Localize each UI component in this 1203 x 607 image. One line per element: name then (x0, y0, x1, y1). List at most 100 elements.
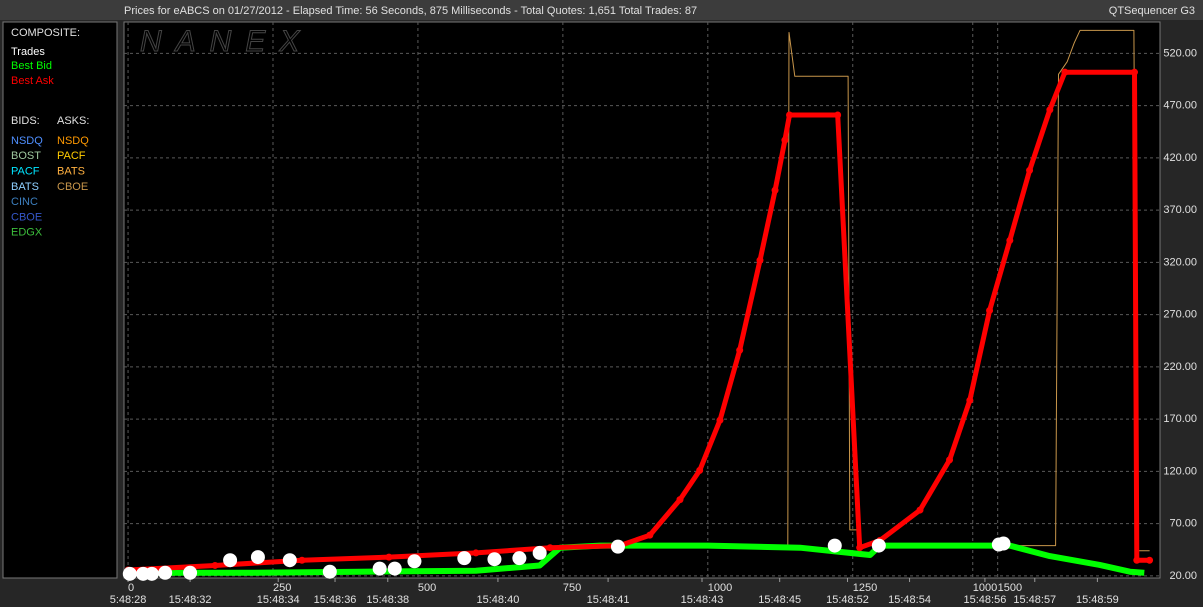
trade-point (827, 538, 842, 553)
trade-point (183, 565, 198, 580)
trade-point (996, 536, 1011, 551)
time-tick-label: 15:48:36 (314, 594, 357, 606)
x-tick-label: 500 (418, 582, 436, 594)
trade-point (387, 561, 402, 576)
y-tick-label: 520.00 (1163, 47, 1197, 59)
legend-entry: Trades (11, 46, 45, 58)
legend-entry: Best Ask (11, 75, 54, 87)
time-tick-label: 15:48:41 (587, 594, 630, 606)
ask-marker (1006, 236, 1014, 244)
price-line (128, 542, 1145, 576)
time-tick-label: 15:48:34 (257, 594, 300, 606)
trade-point (122, 566, 137, 581)
trade-point (144, 566, 159, 581)
ask-marker (211, 561, 219, 569)
ask-marker (1146, 556, 1154, 564)
time-tick-label: 15:48:32 (169, 594, 212, 606)
trade-point (610, 539, 625, 554)
legend-entry: PACF (11, 166, 40, 178)
ask-marker (856, 544, 864, 552)
ask-marker (966, 396, 974, 404)
trade-point (158, 565, 173, 580)
ask-marker (946, 456, 954, 464)
trade-point (282, 553, 297, 568)
plot-area (123, 21, 1161, 579)
ask-marker (298, 556, 306, 564)
legend-entry: Best Bid (11, 60, 52, 72)
legend-entry: NSDQ (11, 135, 43, 147)
y-tick-label: 120.00 (1163, 465, 1197, 477)
time-tick-label: 15:48:57 (1013, 594, 1056, 606)
trade-point (457, 551, 472, 566)
x-tick-label: 250 (273, 582, 291, 594)
ask-marker (1061, 68, 1069, 76)
x-tick-label: 1500 (998, 582, 1022, 594)
x-tick-label: 1000 (973, 582, 997, 594)
ask-marker (472, 549, 480, 557)
ask-marker (676, 496, 684, 504)
y-tick-label: 270.00 (1163, 309, 1197, 321)
ask-marker (781, 136, 789, 144)
legend-entry: PACF (57, 150, 86, 162)
y-tick-label: 170.00 (1163, 413, 1197, 425)
legend-entry: EDGX (11, 227, 43, 239)
legend-entry: CBOE (57, 181, 88, 193)
trade-point (250, 550, 265, 565)
ask-marker (986, 306, 994, 314)
legend-title: BIDS: (11, 115, 40, 127)
trade-point (372, 561, 387, 576)
ask-marker (1046, 106, 1054, 114)
ask-marker (646, 531, 654, 539)
legend-entry: BOST (11, 150, 41, 162)
ask-marker (696, 466, 704, 474)
ask-marker (1026, 166, 1034, 174)
ask-marker (916, 506, 924, 514)
x-tick-label: 750 (563, 582, 581, 594)
x-tick-label: 0 (128, 582, 134, 594)
trade-point (871, 538, 886, 553)
trade-point (512, 551, 527, 566)
time-tick-label: 15:48:40 (477, 594, 520, 606)
ask-marker (834, 111, 842, 119)
ask-marker (1133, 556, 1141, 564)
time-tick-label: 15:48:56 (964, 594, 1007, 606)
trade-point (532, 545, 547, 560)
time-tick-label: 15:48:52 (826, 594, 869, 606)
app-name: QTSequencer G3 (1109, 5, 1195, 17)
time-tick-label: 5:48:28 (110, 594, 147, 606)
y-tick-label: 20.00 (1169, 570, 1197, 582)
legend-panel (2, 21, 118, 579)
trade-point (407, 554, 422, 569)
y-tick-label: 70.00 (1169, 518, 1197, 530)
legend-entry: CINC (11, 196, 38, 208)
legend-entry: BATS (11, 181, 39, 193)
y-tick-label: 220.00 (1163, 361, 1197, 373)
ask-marker (1130, 68, 1138, 76)
x-tick-label: 1250 (853, 582, 877, 594)
ask-marker (736, 346, 744, 354)
ask-marker (716, 416, 724, 424)
chart-title: Prices for eABCS on 01/27/2012 - Elapsed… (124, 5, 697, 17)
time-tick-label: 15:48:59 (1076, 594, 1119, 606)
x-tick-label: 1000 (708, 582, 732, 594)
ask-marker (756, 256, 764, 264)
ask-marker (385, 553, 393, 561)
legend-title: COMPOSITE: (11, 27, 80, 39)
time-tick-label: 15:48:45 (758, 594, 801, 606)
trade-point (487, 552, 502, 567)
time-tick-label: 15:48:54 (888, 594, 931, 606)
trade-point (322, 564, 337, 579)
time-tick-label: 15:48:38 (366, 594, 409, 606)
y-tick-label: 470.00 (1163, 100, 1197, 112)
legend-entry: CBOE (11, 211, 42, 223)
title-bar (0, 0, 1203, 20)
ask-marker (771, 186, 779, 194)
legend-title: ASKS: (57, 115, 89, 127)
trade-point (223, 553, 238, 568)
y-tick-label: 370.00 (1163, 204, 1197, 216)
ask-marker (786, 111, 794, 119)
legend-entry: NSDQ (57, 135, 89, 147)
y-tick-label: 420.00 (1163, 152, 1197, 164)
legend-entry: BATS (57, 166, 85, 178)
